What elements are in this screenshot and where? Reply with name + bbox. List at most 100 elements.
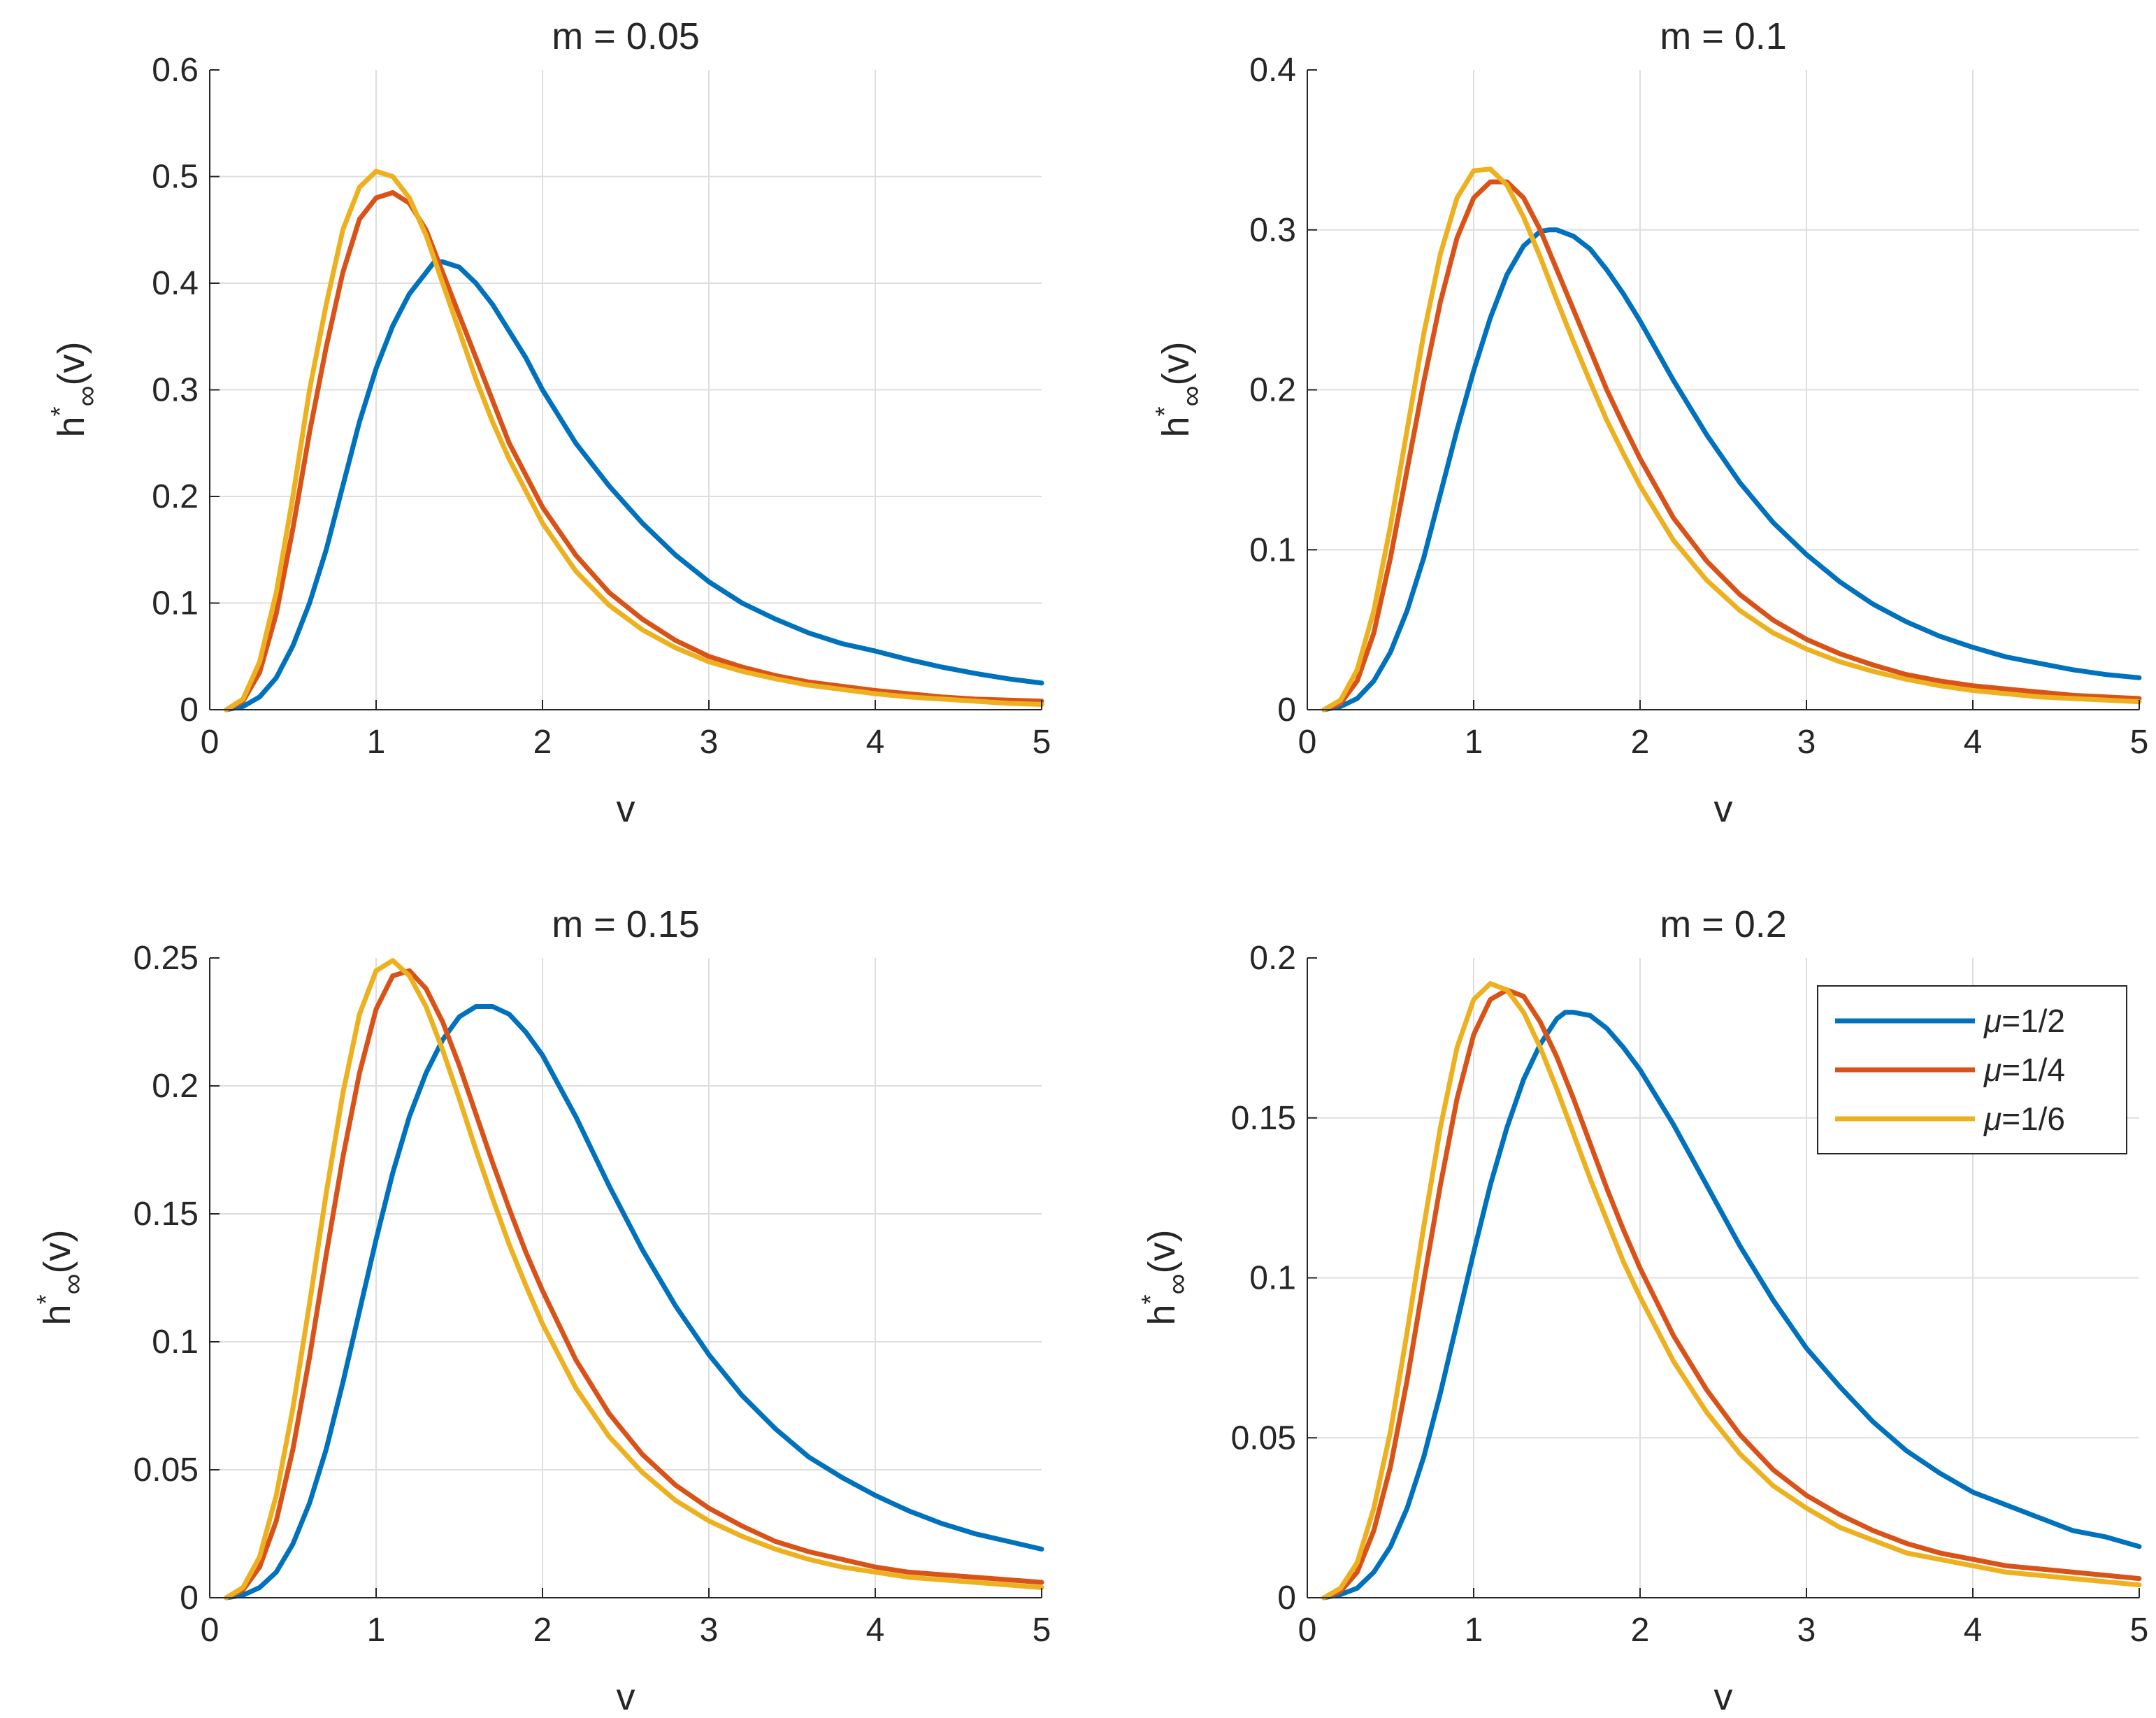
y-tick-label: 0.05 — [1231, 1419, 1296, 1456]
svg-text:h*∞(v): h*∞(v) — [1136, 1230, 1193, 1326]
series-line-1 — [224, 968, 1044, 1601]
y-tick-label: 0.2 — [152, 1068, 199, 1105]
series-line-2 — [1321, 166, 2142, 713]
x-tick-label: 1 — [367, 724, 386, 761]
y-tick-label: 0.1 — [1249, 1260, 1296, 1297]
subplot-title: m = 0.1 — [1660, 15, 1787, 57]
y-tick-label: 0.05 — [134, 1452, 199, 1489]
x-axis-label: v — [617, 1676, 635, 1718]
legend-label: μ=1/2 — [1983, 1003, 2065, 1039]
y-axis-label: h*∞(v) — [1136, 1230, 1193, 1326]
legend-label: μ=1/4 — [1983, 1052, 2065, 1088]
x-tick-label: 5 — [2130, 1612, 2149, 1649]
series-line-2 — [224, 169, 1044, 713]
x-axis-label: v — [1714, 1676, 1733, 1718]
svg-text:h*∞(v): h*∞(v) — [45, 342, 103, 438]
axes — [1307, 69, 2140, 710]
series-line-0 — [224, 1004, 1044, 1601]
tick-labels: 0 1 2 3 4 5 0 0.05 0.1 0.15 0.2 — [1231, 940, 2149, 1649]
tick-labels: 0 1 2 3 4 5 0 0.1 0.2 0.3 0.4 0.5 0.6 — [152, 52, 1051, 761]
series-line-2 — [1321, 981, 2142, 1601]
y-tick-label: 0.3 — [1249, 212, 1296, 249]
series-line-1 — [1321, 987, 2142, 1601]
x-tick-label: 5 — [2130, 724, 2149, 761]
y-tick-label: 0.1 — [152, 585, 199, 622]
x-tick-label: 2 — [533, 1612, 552, 1649]
subplot-2: 0 1 2 3 4 5 0 0.1 0.2 0.3 0.4 m = 0.1 v h*∞(v) — [1150, 15, 2148, 830]
subplot-1: 0 1 2 3 4 5 0 0.1 0.2 0.3 0.4 0.5 0.6 m = 0.05 v h*∞… — [45, 15, 1051, 830]
y-tick-label: 0 — [1277, 1580, 1296, 1617]
y-tick-label: 0.2 — [1249, 940, 1296, 977]
series-line-0 — [224, 259, 1044, 713]
x-tick-label: 0 — [201, 1612, 220, 1649]
series-group — [224, 958, 1044, 1601]
y-axis-label: h*∞(v) — [31, 1230, 89, 1326]
grid — [210, 70, 1042, 710]
series-group — [1321, 166, 2142, 713]
y-tick-label: 0 — [180, 1580, 199, 1617]
x-tick-label: 3 — [1797, 724, 1816, 761]
series-group — [1321, 981, 2142, 1601]
y-tick-label: 0 — [180, 692, 199, 729]
x-tick-label: 1 — [1465, 724, 1483, 761]
series-line-0 — [1321, 1010, 2142, 1601]
x-tick-label: 4 — [1964, 724, 1983, 761]
x-tick-label: 4 — [866, 1612, 885, 1649]
x-tick-label: 1 — [1465, 1612, 1483, 1649]
y-tick-label: 0.3 — [152, 372, 199, 409]
x-tick-label: 3 — [700, 724, 719, 761]
tick-labels: 0 1 2 3 4 5 0 0.1 0.2 0.3 0.4 — [1249, 52, 2148, 761]
x-tick-label: 5 — [1033, 1612, 1051, 1649]
x-tick-label: 1 — [367, 1612, 386, 1649]
x-tick-label: 0 — [1298, 724, 1317, 761]
y-tick-label: 0.4 — [1249, 52, 1296, 89]
svg-text:h*∞(v): h*∞(v) — [1150, 342, 1207, 438]
subplot-title: m = 0.15 — [552, 903, 700, 945]
y-tick-label: 0.15 — [134, 1196, 199, 1233]
legend: μ=1/2 μ=1/4 μ=1/6 — [1817, 985, 2127, 1154]
series-line-0 — [1321, 227, 2142, 713]
legend-item: μ=1/2 — [1835, 1003, 2065, 1039]
x-tick-label: 2 — [1631, 1612, 1650, 1649]
y-tick-label: 0.25 — [134, 940, 199, 977]
axes — [1307, 957, 2140, 1598]
y-axis-label: h*∞(v) — [1150, 342, 1207, 438]
series-line-2 — [224, 958, 1044, 1601]
x-tick-label: 2 — [533, 724, 552, 761]
x-tick-label: 5 — [1033, 724, 1051, 761]
subplot-title: m = 0.2 — [1660, 903, 1787, 945]
axes — [209, 957, 1042, 1598]
x-tick-label: 4 — [1964, 1612, 1983, 1649]
y-axis-label: h*∞(v) — [45, 342, 103, 438]
svg-text:h*∞(v): h*∞(v) — [31, 1230, 89, 1326]
subplot-title: m = 0.05 — [552, 15, 700, 57]
tick-labels: 0 1 2 3 4 5 0 0.05 0.1 0.15 0.2 0.25 — [134, 940, 1051, 1649]
grid — [210, 958, 1042, 1598]
series-group — [224, 169, 1044, 713]
y-tick-label: 0.2 — [1249, 372, 1296, 409]
grid — [1307, 70, 2139, 710]
legend-item: μ=1/4 — [1835, 1052, 2065, 1088]
y-tick-label: 0.2 — [152, 478, 199, 515]
y-tick-label: 0.1 — [1249, 531, 1296, 568]
y-tick-label: 0 — [1277, 692, 1296, 729]
axes — [209, 69, 1042, 710]
x-tick-label: 3 — [700, 1612, 719, 1649]
x-axis-label: v — [1714, 788, 1733, 830]
series-line-1 — [224, 189, 1044, 713]
x-tick-label: 3 — [1797, 1612, 1816, 1649]
y-tick-label: 0.15 — [1231, 1100, 1296, 1137]
legend-item: μ=1/6 — [1835, 1101, 2065, 1137]
y-tick-label: 0.5 — [152, 159, 199, 196]
x-tick-label: 4 — [866, 724, 885, 761]
x-tick-label: 0 — [1298, 1612, 1317, 1649]
legend-label: μ=1/6 — [1983, 1101, 2065, 1137]
y-tick-label: 0.1 — [152, 1324, 199, 1361]
y-tick-label: 0.6 — [152, 52, 199, 89]
subplot-3: 0 1 2 3 4 5 0 0.05 0.1 0.15 0.2 0.25 m = 0.15 v h*∞… — [31, 903, 1051, 1718]
x-tick-label: 2 — [1631, 724, 1650, 761]
subplot-4: 0 1 2 3 4 5 0 0.05 0.1 0.15 0.2 m = 0.2 v h*∞(v) — [1136, 903, 2148, 1718]
x-axis-label: v — [617, 788, 635, 830]
x-tick-label: 0 — [201, 724, 220, 761]
